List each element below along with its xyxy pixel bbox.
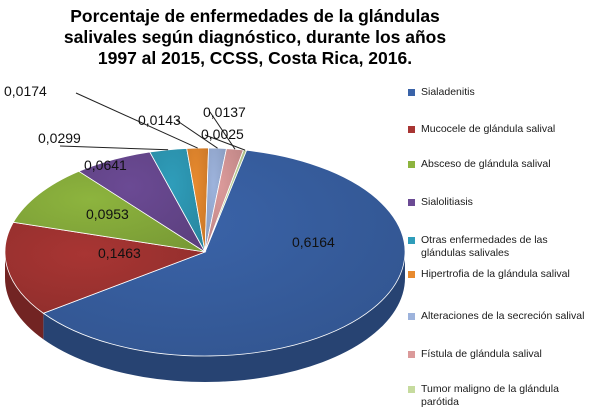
pie-slice-mucocele-de-glandula-salival — [4, 221, 207, 314]
legend-item-sialolitiasis: Sialolitiasis — [408, 196, 586, 209]
chart-title: Porcentaje de enfermedades de la glándul… — [40, 6, 470, 69]
data-label-alteraciones-de-la-secrecion-salival: 0,0143 — [138, 112, 181, 128]
data-label-absceso-de-glandula-salival: 0,0953 — [86, 206, 129, 222]
legend-item-sialadenitis: Sialadenitis — [408, 86, 586, 99]
legend-label: Hipertrofia de la glándula salival — [421, 268, 570, 280]
legend-swatch — [408, 237, 415, 244]
legend-label: Fístula de glándula salival — [421, 348, 542, 360]
chart-title-line-2: salivales según diagnóstico, durante los… — [63, 27, 447, 47]
chart-title-line-1: Porcentaje de enfermedades de la glándul… — [70, 6, 440, 26]
legend-label: Absceso de glándula salival — [421, 158, 551, 170]
legend-label: Otras enfermedades de las glándulas sali… — [421, 234, 548, 259]
legend-item-fistula-de-glandula-salival: Fístula de glándula salival — [408, 348, 586, 361]
leader-line-alteraciones-de-la-secrecion-salival — [175, 119, 218, 149]
legend-swatch — [408, 161, 415, 168]
legend-label: Tumor maligno de la glándula parótida — [421, 383, 559, 408]
pie-slice-absceso-de-glandula-salival — [12, 170, 206, 253]
chart-title-line-3: 1997 al 2015, CCSS, Costa Rica, 2016. — [97, 48, 413, 68]
legend-swatch — [408, 126, 415, 133]
legend-swatch — [408, 386, 415, 393]
data-label-hipertrofia-de-la-glandula-salival: 0,0174 — [4, 83, 47, 99]
data-label-otras-enfermedades-de-las-glandulas-salivales: 0,0299 — [38, 130, 81, 146]
legend-item-hipertrofia-de-la-glandula-salival: Hipertrofia de la glándula salival — [408, 268, 586, 281]
pie-side-mucocele-de-glandula-salival — [5, 252, 44, 340]
legend-swatch — [408, 313, 415, 320]
data-label-fistula-de-glandula-salival: 0,0137 — [203, 104, 246, 120]
leader-line-otras-enfermedades-de-las-glandulas-salivales — [59, 145, 169, 151]
legend-swatch — [408, 199, 415, 206]
legend-swatch — [408, 271, 415, 278]
legend-item-mucocele-de-glandula-salival: Mucocele de glándula salival — [408, 123, 586, 136]
leader-line-hipertrofia-de-la-glandula-salival — [75, 92, 198, 149]
data-label-tumor-maligno-de-la-glandula-parotida: 0,0025 — [201, 126, 244, 142]
legend-item-tumor-maligno-de-la-glandula-parotida: Tumor maligno de la glándula parótida — [408, 383, 586, 409]
legend-item-alteraciones-de-la-secrecion-salival: Alteraciones de la secreción salival — [408, 310, 586, 323]
legend-label: Sialadenitis — [421, 86, 475, 98]
pie-slices — [4, 147, 406, 357]
legend-swatch — [408, 89, 415, 96]
legend-item-otras-enfermedades-de-las-glandulas-salivales: Otras enfermedades de las glándulas sali… — [408, 234, 586, 260]
legend-item-absceso-de-glandula-salival: Absceso de glándula salival — [408, 158, 586, 171]
leader-line-tumor-maligno-de-la-glandula-parotida — [204, 134, 246, 151]
legend-swatch — [408, 351, 415, 358]
data-label-sialolitiasis: 0,0641 — [84, 157, 127, 173]
legend-label: Sialolitiasis — [421, 196, 473, 208]
pie-slice-sialadenitis — [42, 149, 406, 357]
leader-line-fistula-de-glandula-salival — [209, 111, 236, 150]
legend-label: Mucocele de glándula salival — [421, 123, 556, 135]
data-label-sialadenitis: 0,6164 — [292, 234, 335, 250]
legend-label: Alteraciones de la secreción salival — [421, 310, 585, 322]
data-label-mucocele-de-glandula-salival: 0,1463 — [98, 245, 141, 261]
